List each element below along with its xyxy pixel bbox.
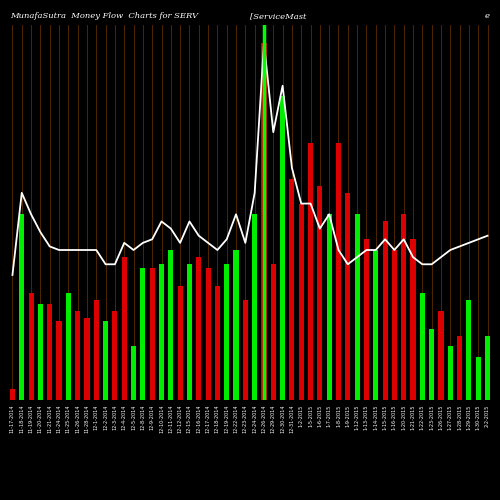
Text: [ServiceMast: [ServiceMast: [250, 12, 306, 20]
Bar: [224, 264, 230, 400]
Bar: [262, 43, 266, 400]
Bar: [168, 250, 173, 400]
Bar: [66, 293, 71, 400]
Bar: [298, 204, 304, 400]
Bar: [75, 310, 80, 400]
Bar: [196, 257, 202, 400]
Bar: [103, 322, 108, 400]
Text: MunafaSutra  Money Flow  Charts for SERV: MunafaSutra Money Flow Charts for SERV: [10, 12, 198, 20]
Bar: [150, 268, 154, 400]
Bar: [373, 250, 378, 400]
Bar: [47, 304, 52, 400]
Bar: [10, 390, 15, 400]
Bar: [429, 328, 434, 400]
Bar: [438, 310, 444, 400]
Bar: [112, 310, 117, 400]
Bar: [56, 322, 62, 400]
Bar: [485, 336, 490, 400]
Bar: [476, 357, 481, 400]
Bar: [420, 293, 425, 400]
Text: e: e: [485, 12, 490, 20]
Bar: [346, 193, 350, 400]
Bar: [448, 346, 453, 400]
Bar: [140, 268, 145, 400]
Bar: [206, 268, 210, 400]
Bar: [308, 143, 313, 400]
Bar: [19, 214, 24, 400]
Bar: [318, 186, 322, 400]
Bar: [234, 250, 238, 400]
Bar: [336, 143, 341, 400]
Bar: [243, 300, 248, 400]
Bar: [280, 96, 285, 400]
Bar: [270, 264, 276, 400]
Bar: [392, 250, 397, 400]
Bar: [122, 257, 127, 400]
Bar: [159, 264, 164, 400]
Bar: [84, 318, 89, 400]
Bar: [466, 300, 471, 400]
Bar: [364, 240, 369, 400]
Bar: [354, 214, 360, 400]
Bar: [410, 240, 416, 400]
Bar: [326, 214, 332, 400]
Bar: [457, 336, 462, 400]
Bar: [178, 286, 182, 400]
Bar: [131, 346, 136, 400]
Bar: [94, 300, 99, 400]
Bar: [28, 293, 34, 400]
Bar: [382, 222, 388, 400]
Bar: [401, 214, 406, 400]
Bar: [252, 214, 257, 400]
Bar: [187, 264, 192, 400]
Bar: [290, 178, 294, 400]
Bar: [38, 304, 43, 400]
Bar: [215, 286, 220, 400]
